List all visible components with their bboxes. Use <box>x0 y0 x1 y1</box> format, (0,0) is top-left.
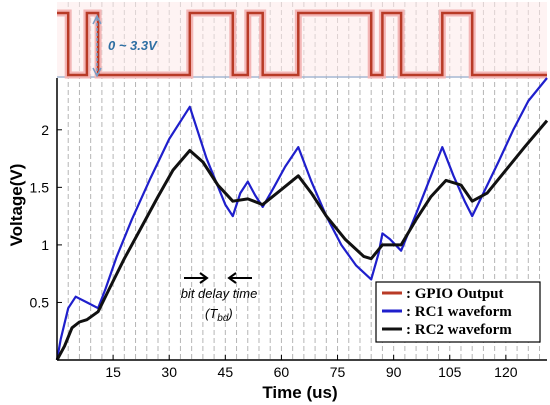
gpio-output-line <box>57 11 547 77</box>
bit-delay-symbol-close: ) <box>226 306 232 321</box>
legend-label-rc1: : RC1 waveform <box>406 304 512 320</box>
legend: : GPIO Output : RC1 waveform : RC2 wavef… <box>375 281 541 343</box>
y-axis-title: Voltage(V) <box>7 164 26 247</box>
bit-delay-symbol-sub: bd <box>217 313 229 324</box>
series-layer <box>55 77 549 361</box>
voltage-range-label: 0 ~ 3.3V <box>108 38 158 53</box>
x-axis-ticks: 15 30 45 60 75 90 105 120 <box>105 355 518 380</box>
axes <box>56 78 547 361</box>
gpio-layer <box>57 9 547 79</box>
x-tick-label: 90 <box>386 364 402 380</box>
x-tick-label: 120 <box>494 364 518 380</box>
left-arrow-icon <box>227 272 252 284</box>
rc1-waveform-line <box>55 77 548 361</box>
bit-delay-annotation: bit delay time (Tbd) <box>181 272 258 324</box>
y-axis-ticks: 0.5 1 1.5 2 <box>30 122 62 310</box>
y-tick-label: 2 <box>41 122 49 138</box>
x-tick-label: 30 <box>161 364 177 380</box>
bit-delay-symbol-open: (T <box>205 306 218 321</box>
y-tick-label: 1 <box>41 237 49 253</box>
x-tick-label: 105 <box>438 364 462 380</box>
bit-delay-symbol: (Tbd) <box>205 306 233 324</box>
x-tick-label: 45 <box>218 364 234 380</box>
x-tick-label: 15 <box>105 364 121 380</box>
legend-label-gpio: : GPIO Output <box>406 286 504 302</box>
voltage-range-arrow <box>92 14 102 78</box>
y-tick-label: 1.5 <box>30 179 50 195</box>
right-arrow-icon <box>184 272 209 284</box>
x-tick-label: 75 <box>330 364 346 380</box>
x-tick-label: 60 <box>274 364 290 380</box>
rc2-waveform-line <box>55 119 549 361</box>
y-tick-label: 0.5 <box>30 294 50 310</box>
legend-box <box>375 281 541 343</box>
bit-delay-label: bit delay time <box>181 286 258 301</box>
legend-label-rc2: : RC2 waveform <box>406 322 512 338</box>
x-axis-title: Time (us) <box>262 383 337 402</box>
